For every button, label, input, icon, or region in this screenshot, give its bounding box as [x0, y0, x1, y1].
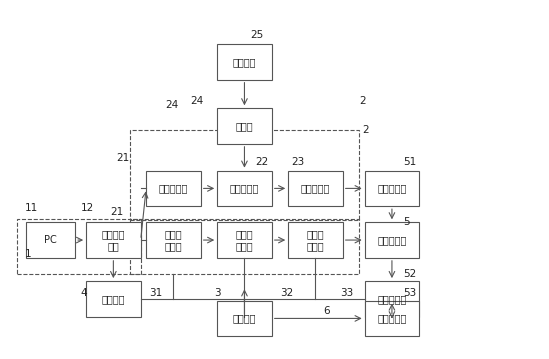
Text: 21: 21	[116, 153, 130, 163]
FancyBboxPatch shape	[146, 222, 201, 258]
FancyBboxPatch shape	[288, 222, 343, 258]
FancyBboxPatch shape	[86, 222, 141, 258]
FancyBboxPatch shape	[365, 171, 419, 206]
FancyBboxPatch shape	[217, 171, 272, 206]
Text: 2: 2	[359, 96, 366, 106]
Bar	[16, 219, 141, 274]
Text: 1: 1	[24, 249, 31, 259]
Text: 大气定量阀: 大气定量阀	[301, 183, 330, 194]
Text: 大气气控阀: 大气气控阀	[230, 183, 259, 194]
Text: 51: 51	[403, 157, 416, 167]
Text: 32: 32	[280, 289, 293, 298]
Text: 24: 24	[165, 100, 178, 110]
Bar	[130, 130, 359, 220]
Text: 52: 52	[403, 269, 416, 279]
Text: 33: 33	[340, 289, 354, 298]
Text: 12: 12	[81, 203, 94, 213]
Text: 21: 21	[111, 206, 124, 216]
FancyBboxPatch shape	[217, 44, 272, 80]
Text: 53: 53	[403, 289, 416, 298]
Text: 抽真空
电磁阀: 抽真空 电磁阀	[165, 229, 182, 251]
Text: 23: 23	[291, 157, 304, 167]
FancyBboxPatch shape	[26, 222, 75, 258]
Text: 6: 6	[324, 306, 330, 316]
Text: 三级汇流管: 三级汇流管	[377, 313, 407, 323]
Text: 11: 11	[24, 203, 37, 213]
Text: 4: 4	[81, 289, 87, 298]
Text: 2: 2	[362, 125, 368, 135]
Text: 5: 5	[403, 217, 410, 227]
Text: 31: 31	[149, 289, 162, 298]
Text: 大气电磁阀: 大气电磁阀	[159, 183, 188, 194]
Text: 22: 22	[255, 157, 268, 167]
FancyBboxPatch shape	[217, 300, 272, 336]
Text: 气液分离罐: 气液分离罐	[377, 235, 407, 245]
FancyBboxPatch shape	[365, 222, 419, 258]
Text: 过滤器: 过滤器	[236, 121, 253, 131]
FancyBboxPatch shape	[365, 300, 419, 336]
Bar	[130, 219, 359, 274]
Text: 大气气源: 大气气源	[233, 57, 256, 67]
FancyBboxPatch shape	[288, 171, 343, 206]
Text: 输入输出
模块: 输入输出 模块	[102, 229, 125, 251]
Text: 抽真空
定量阀: 抽真空 定量阀	[307, 229, 324, 251]
Text: 24: 24	[190, 96, 203, 106]
FancyBboxPatch shape	[146, 171, 201, 206]
Text: 25: 25	[250, 30, 263, 40]
Text: PC: PC	[44, 235, 57, 245]
Text: 3: 3	[215, 289, 221, 298]
FancyBboxPatch shape	[217, 108, 272, 144]
Text: 二级汇流管: 二级汇流管	[377, 294, 407, 304]
FancyBboxPatch shape	[365, 281, 419, 317]
Text: 抽真空
气控阀: 抽真空 气控阀	[236, 229, 253, 251]
FancyBboxPatch shape	[86, 281, 141, 317]
Text: 一级汇流管: 一级汇流管	[377, 183, 407, 194]
Text: 化成设备: 化成设备	[233, 313, 256, 323]
FancyBboxPatch shape	[217, 222, 272, 258]
Text: 检测装置: 检测装置	[102, 294, 125, 304]
